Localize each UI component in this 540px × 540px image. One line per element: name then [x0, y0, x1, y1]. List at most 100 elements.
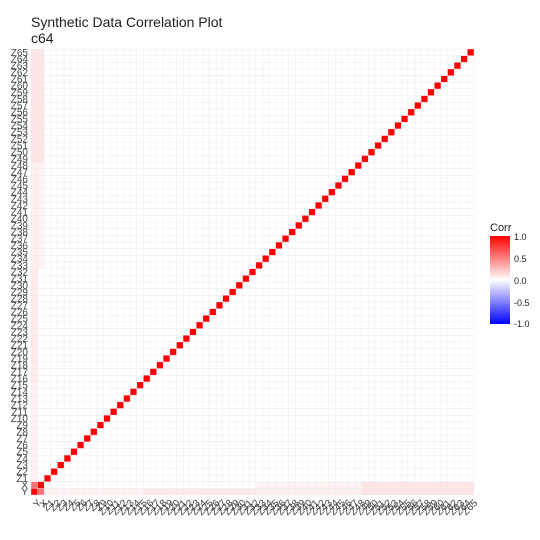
- heatmap-cell: [202, 142, 210, 149]
- heatmap-cell: [136, 361, 144, 369]
- heatmap-cell: [388, 222, 395, 229]
- heatmap-cell: [202, 388, 210, 396]
- heatmap-cell: [407, 428, 415, 436]
- heatmap-cell: [163, 128, 170, 136]
- heatmap-cell: [335, 108, 342, 116]
- heatmap-cell: [229, 262, 237, 269]
- heatmap-cell: [209, 162, 217, 169]
- heatmap-cell: [467, 82, 475, 89]
- heatmap-cell: [388, 288, 395, 296]
- heatmap-cell: [50, 62, 58, 70]
- heatmap-cell: [288, 202, 296, 209]
- heatmap-cell: [460, 248, 468, 256]
- heatmap-cell: [275, 355, 283, 362]
- heatmap-cell: [130, 148, 137, 156]
- heatmap-cell: [374, 128, 382, 136]
- heatmap-cell: [57, 102, 65, 109]
- heatmap-cell: [275, 168, 283, 176]
- heatmap-cell: [302, 108, 309, 116]
- heatmap-cell: [454, 235, 461, 243]
- heatmap-cell: [110, 441, 118, 449]
- heatmap-cell: [394, 49, 402, 56]
- heatmap-cell: [202, 401, 210, 409]
- heatmap-cell: [103, 295, 111, 303]
- heatmap-cell: [103, 248, 111, 256]
- heatmap-cell: [335, 335, 342, 342]
- heatmap-cell: [295, 175, 303, 183]
- heatmap-cell: [176, 448, 184, 456]
- heatmap-cell: [235, 215, 243, 223]
- heatmap-cell: [110, 115, 118, 123]
- heatmap-cell: [368, 175, 375, 183]
- heatmap-cell: [202, 242, 210, 249]
- heatmap-cell: [150, 401, 157, 409]
- heatmap-cell: [447, 75, 455, 83]
- heatmap-cell: [282, 175, 289, 183]
- heatmap-cell: [315, 182, 322, 189]
- heatmap-cell: [414, 361, 422, 369]
- heatmap-cell: [156, 335, 164, 342]
- heatmap-cell: [110, 228, 118, 236]
- heatmap-cell: [288, 222, 296, 229]
- heatmap-cell: [209, 481, 217, 489]
- heatmap-cell: [202, 308, 210, 316]
- heatmap-cell: [103, 168, 111, 176]
- heatmap-cell: [163, 82, 170, 89]
- heatmap-cell: [64, 408, 71, 416]
- heatmap-cell: [288, 328, 296, 336]
- heatmap-cell: [288, 108, 296, 116]
- heatmap-cell: [242, 328, 250, 336]
- heatmap-cell: [467, 315, 475, 322]
- heatmap-cell: [381, 128, 389, 136]
- heatmap-cell: [460, 468, 468, 476]
- heatmap-cell: [467, 88, 475, 96]
- heatmap-cell: [354, 68, 362, 76]
- heatmap-cell: [90, 142, 98, 149]
- heatmap-cell: [130, 102, 137, 109]
- heatmap-cell: [354, 215, 362, 223]
- heatmap-cell: [315, 401, 322, 409]
- heatmap-cell: [116, 361, 124, 369]
- heatmap-cell: [176, 49, 184, 56]
- heatmap-cell: [282, 95, 289, 103]
- heatmap-cell: [110, 208, 118, 216]
- heatmap-cell: [64, 421, 71, 429]
- heatmap-cell: [103, 215, 111, 223]
- heatmap-cell: [308, 248, 316, 256]
- heatmap-cell: [255, 162, 263, 169]
- heatmap-cell: [136, 168, 144, 176]
- heatmap-cell: [83, 408, 91, 416]
- heatmap-cell: [440, 408, 448, 416]
- heatmap-cell: [454, 441, 461, 449]
- heatmap-cell: [434, 408, 441, 416]
- heatmap-cell: [282, 401, 289, 409]
- heatmap-cell: [269, 388, 276, 396]
- heatmap-cell: [50, 202, 58, 209]
- heatmap-cell: [196, 242, 203, 249]
- heatmap-cell: [262, 335, 270, 342]
- heatmap-cell: [64, 122, 71, 129]
- heatmap-cell: [176, 288, 184, 296]
- heatmap-cell: [427, 115, 435, 123]
- heatmap-cell: [315, 435, 322, 442]
- heatmap-cell: [103, 468, 111, 476]
- heatmap-cell: [295, 188, 303, 196]
- heatmap-cell: [64, 268, 71, 276]
- heatmap-cell: [123, 122, 131, 129]
- heatmap-cell: [97, 435, 104, 442]
- heatmap-cell: [255, 82, 263, 89]
- heatmap-cell: [130, 49, 137, 56]
- heatmap-cell: [341, 68, 349, 76]
- heatmap-cell: [77, 455, 84, 462]
- heatmap-cell: [269, 348, 276, 356]
- heatmap-cell: [328, 355, 336, 362]
- heatmap-cell: [169, 368, 177, 376]
- heatmap-cell: [156, 355, 164, 362]
- heatmap-cell: [176, 88, 184, 96]
- heatmap-cell: [302, 182, 309, 189]
- heatmap-cell: [130, 228, 137, 236]
- heatmap-cell: [407, 441, 415, 449]
- heatmap-cell: [189, 415, 197, 422]
- heatmap-cell: [196, 102, 203, 109]
- heatmap-cell: [222, 182, 230, 189]
